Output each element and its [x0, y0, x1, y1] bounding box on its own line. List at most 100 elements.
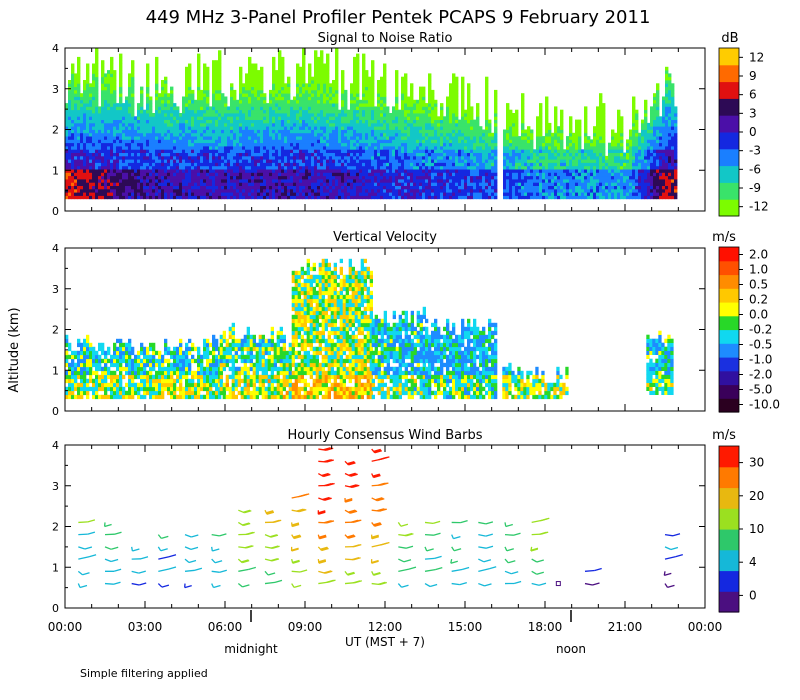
snr-cell	[449, 169, 453, 173]
snr-cell	[428, 185, 432, 190]
snr-cell	[197, 146, 201, 150]
snr-cell	[92, 96, 96, 101]
snr-cell	[383, 172, 387, 177]
snr-cell	[362, 192, 366, 196]
snr-cell	[356, 93, 360, 97]
snr-cell	[164, 109, 168, 114]
snr-cell	[71, 165, 75, 170]
snr-cell	[113, 89, 117, 94]
snr-cell	[470, 136, 474, 140]
snr-cell	[434, 155, 438, 160]
snr-cell	[164, 89, 168, 94]
snr-cell	[323, 139, 327, 144]
snr-cell	[374, 188, 378, 193]
snr-cell	[164, 152, 168, 157]
snr-cell	[206, 182, 210, 186]
snr-cell	[383, 149, 387, 153]
snr-cell	[488, 182, 492, 186]
snr-cell	[245, 165, 249, 170]
snr-cell	[224, 146, 228, 150]
snr-cell	[269, 182, 273, 186]
snr-cell	[200, 142, 204, 147]
snr-cell	[296, 86, 300, 91]
snr-cell	[323, 103, 327, 107]
snr-cell	[209, 188, 213, 193]
snr-cell	[218, 93, 222, 97]
snr-cell	[329, 126, 333, 130]
snr-cell	[86, 172, 90, 177]
snr-cell	[296, 185, 300, 190]
snr-cell	[77, 89, 81, 94]
snr-cell	[71, 142, 75, 147]
snr-cell	[98, 188, 102, 193]
snr-cell	[299, 192, 303, 196]
snr-cell	[287, 80, 291, 84]
snr-cell	[326, 159, 330, 163]
snr-cell	[317, 195, 321, 200]
snr-cell	[470, 122, 474, 127]
snr-cell	[215, 106, 219, 111]
snr-cell	[302, 188, 306, 193]
snr-cell	[320, 103, 324, 107]
snr-cell	[254, 175, 258, 180]
snr-cell	[224, 179, 228, 183]
snr-cell	[212, 76, 216, 81]
snr-cell	[137, 165, 141, 170]
snr-cell	[254, 106, 258, 111]
snr-cell	[377, 165, 381, 170]
snr-cell	[281, 139, 285, 144]
snr-cell	[92, 169, 96, 173]
snr-cell	[155, 136, 159, 140]
snr-cell	[260, 155, 264, 160]
snr-cell	[245, 109, 249, 114]
snr-cell	[341, 169, 345, 173]
snr-cell	[380, 139, 384, 144]
snr-cell	[230, 136, 234, 140]
snr-cell	[92, 152, 96, 157]
snr-cell	[380, 159, 384, 163]
snr-cell	[107, 83, 111, 87]
snr-cell	[353, 103, 357, 107]
snr-cell	[395, 136, 399, 140]
snr-cell	[479, 188, 483, 193]
snr-cell	[227, 116, 231, 120]
snr-cell	[449, 126, 453, 130]
snr-cell	[89, 99, 93, 104]
snr-cell	[149, 113, 153, 117]
snr-cell	[278, 116, 282, 120]
snr-cell	[410, 93, 414, 97]
snr-cell	[347, 182, 351, 186]
snr-cell	[389, 132, 393, 137]
snr-cell	[149, 159, 153, 163]
snr-cell	[290, 99, 294, 104]
snr-cell	[110, 106, 114, 111]
snr-cell	[431, 116, 435, 120]
snr-cell	[386, 149, 390, 153]
snr-cell	[398, 149, 402, 153]
snr-cell	[482, 188, 486, 193]
snr-cell	[236, 136, 240, 140]
snr-cell	[368, 89, 372, 94]
snr-cell	[131, 99, 135, 104]
snr-cell	[353, 159, 357, 163]
snr-cell	[212, 103, 216, 107]
snr-cell	[482, 165, 486, 170]
snr-cell	[155, 89, 159, 94]
snr-cell	[284, 103, 288, 107]
snr-cell	[263, 122, 267, 127]
snr-cell	[95, 119, 99, 124]
snr-cell	[98, 146, 102, 150]
snr-cell	[311, 103, 315, 107]
snr-cell	[95, 73, 99, 78]
snr-cell	[65, 109, 69, 114]
snr-cell	[371, 162, 375, 167]
snr-cell	[248, 179, 252, 183]
snr-cell	[455, 152, 459, 157]
snr-cell	[74, 119, 78, 124]
snr-cell	[347, 122, 351, 127]
snr-cell	[365, 80, 369, 84]
snr-cell	[428, 126, 432, 130]
snr-cell	[389, 139, 393, 144]
snr-cell	[221, 188, 225, 193]
snr-cell	[344, 195, 348, 200]
